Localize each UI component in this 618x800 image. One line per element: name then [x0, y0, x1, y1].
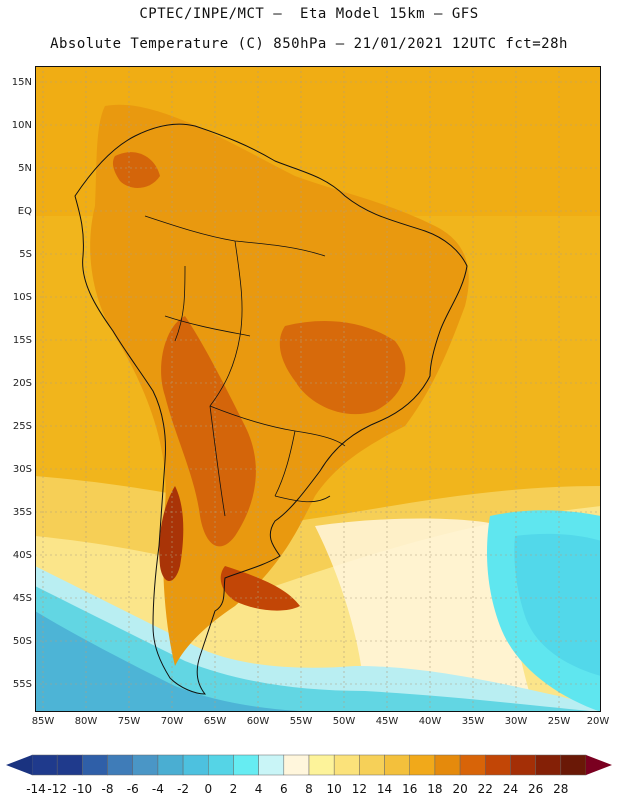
- graticule: [35, 66, 601, 712]
- lat-label: 55S: [12, 679, 32, 690]
- colorbar-cell: [308, 754, 335, 776]
- lat-label: 10S: [12, 292, 32, 303]
- hot-zone-andes: [161, 316, 256, 547]
- colorbar-over-arrow: [586, 755, 612, 775]
- lon-label: 80W: [74, 716, 98, 727]
- cold-blob-core: [514, 533, 601, 676]
- continent-warm: [90, 104, 469, 667]
- colorbar-cell: [384, 754, 410, 776]
- colorbar-label: 16: [402, 782, 418, 796]
- colorbar-label: -14: [26, 782, 46, 796]
- colorbar-cell: [459, 754, 486, 776]
- colorbar-cell: [82, 754, 108, 776]
- lat-label: 5N: [18, 163, 32, 174]
- lon-label: 50W: [332, 716, 356, 727]
- lat-label: 5S: [19, 249, 32, 260]
- cold-belt: [35, 586, 601, 712]
- colorbar-cell: [107, 754, 133, 776]
- hot-zone-south: [159, 486, 184, 581]
- lat-label: 50S: [12, 636, 32, 647]
- colorbar-label: -4: [151, 782, 164, 796]
- title-model: CPTEC/INPE/MCT – Eta Model 15km – GFS: [139, 6, 479, 22]
- lat-label: 20S: [12, 378, 32, 389]
- colorbar-cell: [560, 754, 587, 776]
- colorbar-label: 10: [326, 782, 342, 796]
- colorbar-under-arrow: [6, 755, 32, 775]
- colorbar-cell: [359, 754, 385, 776]
- colorbar-cell: [208, 754, 234, 776]
- lat-label: 30S: [12, 464, 32, 475]
- colorbar-label: 24: [502, 782, 519, 796]
- colorbar-cell: [132, 754, 159, 776]
- colorbar-cell: [535, 754, 562, 776]
- colorbar-cell: [56, 754, 83, 776]
- colorbar-label: 28: [553, 782, 569, 796]
- colorbar-cell: [258, 754, 285, 776]
- lon-label: 85W: [31, 716, 55, 727]
- colorbar-cell: [409, 754, 436, 776]
- lon-label: 45W: [375, 716, 399, 727]
- colorbar-cell: [182, 754, 209, 776]
- colorbar-label: -8: [101, 782, 114, 796]
- colorbar-label: -2: [177, 782, 190, 796]
- colorbar-label: -12: [47, 782, 67, 796]
- cream-band: [315, 518, 535, 712]
- lon-label: 70W: [160, 716, 184, 727]
- colorbar-cell: [510, 754, 536, 776]
- colorbar: [6, 754, 612, 776]
- colorbar-label: 2: [229, 782, 238, 796]
- colorbar-cell: [283, 754, 310, 776]
- lat-label: EQ: [17, 206, 32, 217]
- colorbar-label: 0: [204, 782, 213, 796]
- hot-zone-brazil: [279, 321, 406, 415]
- colorbar-label: -10: [72, 782, 93, 796]
- lon-label: 75W: [117, 716, 141, 727]
- map-frame: [35, 66, 601, 712]
- colorbar-cell: [31, 754, 58, 776]
- hot-zone-patagonia: [220, 566, 300, 611]
- country-borders: [144, 215, 346, 517]
- lat-label: 35S: [12, 507, 32, 518]
- lat-label: 15S: [12, 335, 32, 346]
- lat-label: 25S: [12, 421, 32, 432]
- lon-label: 25W: [547, 716, 571, 727]
- colorbar-label: 18: [427, 782, 443, 796]
- colorbar-label: 12: [351, 782, 367, 796]
- lon-label: 55W: [289, 716, 313, 727]
- temperature-map: [35, 66, 601, 712]
- colorbar-label: 4: [254, 782, 263, 796]
- colorbar-label: -6: [126, 782, 139, 796]
- colorbar-cell: [485, 754, 511, 776]
- colorbar-label: 6: [279, 782, 288, 796]
- lat-label: 15N: [11, 77, 32, 88]
- colorbar-cell: [333, 754, 360, 776]
- colorbar-label: 20: [452, 782, 468, 796]
- colorbar-label: 22: [477, 782, 493, 796]
- lat-label: 40S: [12, 550, 32, 561]
- colorbar-cell: [434, 754, 461, 776]
- lon-label: 30W: [504, 716, 528, 727]
- lon-label: 35W: [461, 716, 485, 727]
- lon-label: 40W: [418, 716, 442, 727]
- colorbar-label: 14: [376, 782, 393, 796]
- title-variable: Absolute Temperature (C) 850hPa – 21/01/…: [50, 36, 568, 52]
- lat-label: 10N: [11, 120, 32, 131]
- lat-label: 45S: [12, 593, 32, 604]
- colorbar-cell: [157, 754, 184, 776]
- cold-belt-deep: [35, 611, 335, 712]
- colorbar-cell: [233, 754, 259, 776]
- lon-label: 20W: [586, 716, 610, 727]
- lon-label: 60W: [246, 716, 270, 727]
- colorbar-label: 26: [527, 782, 544, 796]
- hot-zone-north: [112, 152, 160, 188]
- coastline: [74, 123, 468, 695]
- lon-label: 65W: [203, 716, 227, 727]
- colorbar-label: 8: [305, 782, 313, 796]
